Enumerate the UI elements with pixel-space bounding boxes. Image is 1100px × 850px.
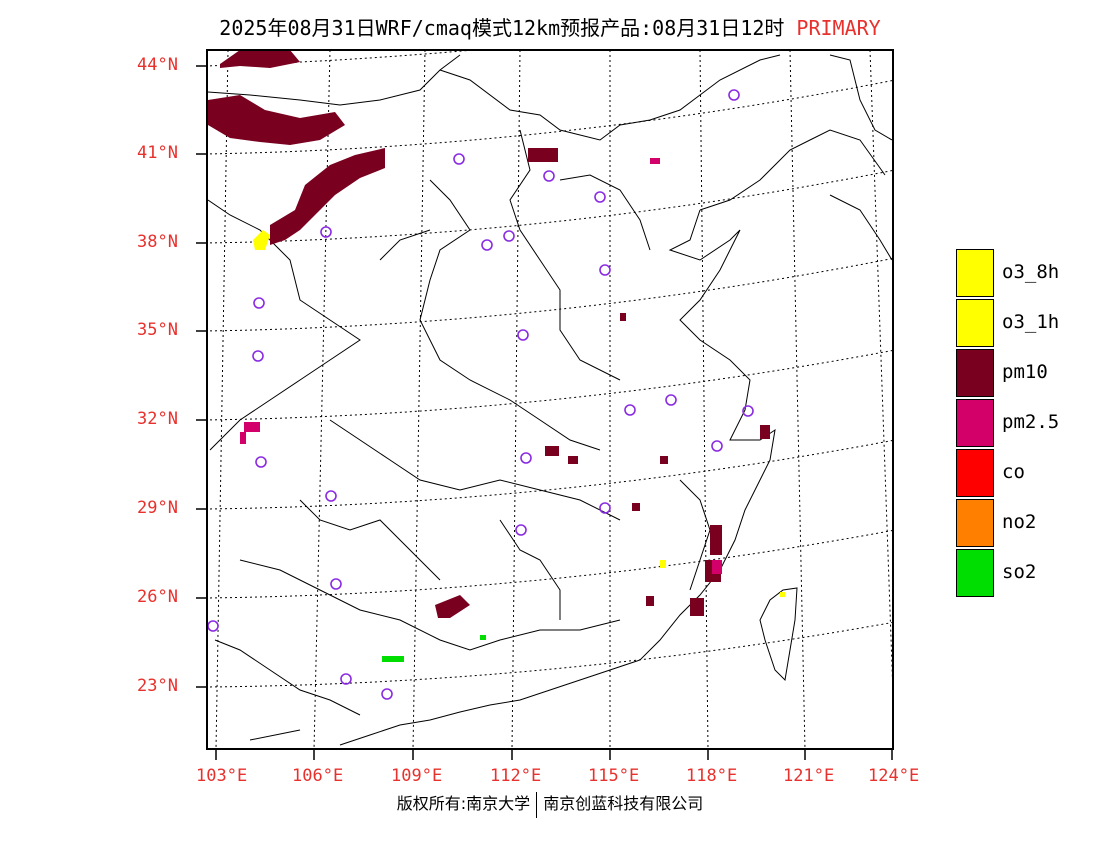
lon-label: 121°E — [783, 766, 835, 786]
legend-item-o3-8h: o3_8h — [956, 249, 1059, 299]
legend-item-no2: no2 — [956, 499, 1036, 549]
legend-item-pm10: pm10 — [956, 349, 1048, 399]
lat-label: 44°N — [137, 55, 178, 75]
map-content — [208, 51, 892, 748]
legend-label: co — [1002, 461, 1025, 483]
legend-label: pm10 — [1002, 361, 1048, 383]
axis-ticks — [196, 65, 893, 760]
legend-item-pm25: pm2.5 — [956, 399, 1059, 449]
legend-swatch — [956, 249, 994, 297]
lat-label: 23°N — [137, 676, 178, 696]
lat-label: 35°N — [137, 320, 178, 340]
legend-swatch — [956, 499, 994, 547]
lon-label: 118°E — [686, 766, 738, 786]
legend-label: so2 — [1002, 561, 1037, 583]
map-title: 2025年08月31日WRF/cmaq模式12km预报产品:08月31日12时 P… — [0, 12, 1100, 41]
map-border — [206, 49, 894, 750]
station-markers — [208, 89, 754, 700]
title-text: 2025年08月31日WRF/cmaq模式12km预报产品:08月31日12时 — [219, 16, 785, 40]
lon-label: 106°E — [292, 766, 344, 786]
legend-swatch — [956, 549, 994, 597]
lat-label: 26°N — [137, 587, 178, 607]
legend-swatch — [956, 449, 994, 497]
legend-swatch — [956, 349, 994, 397]
copyright-footer: 版权所有:南京大学 南京创蓝科技有限公司 — [0, 790, 1100, 818]
longitude-gridlines — [215, 51, 892, 748]
lon-label: 109°E — [391, 766, 443, 786]
pm10-patches — [208, 51, 770, 618]
legend-swatch — [956, 299, 994, 347]
legend-label: no2 — [1002, 511, 1037, 533]
lon-label: 115°E — [588, 766, 640, 786]
footer-separator — [536, 791, 538, 818]
legend-label: o3_8h — [1002, 261, 1060, 283]
so2-patches — [382, 635, 486, 662]
lat-label: 38°N — [137, 232, 178, 252]
latitude-gridlines — [208, 51, 892, 688]
legend-item-co: co — [956, 449, 1025, 499]
lon-label: 103°E — [196, 766, 248, 786]
copyright-left: 版权所有:南京大学 — [396, 794, 531, 813]
lat-label: 32°N — [137, 409, 178, 429]
pm25-patches — [240, 158, 722, 574]
title-tag: PRIMARY — [796, 16, 881, 40]
copyright-right: 南京创蓝科技有限公司 — [543, 794, 704, 813]
lon-label: 124°E — [868, 766, 920, 786]
legend-label: o3_1h — [1002, 311, 1060, 333]
legend-item-so2: so2 — [956, 549, 1036, 599]
legend-swatch — [956, 399, 994, 447]
boundaries — [208, 54, 892, 746]
lon-label: 112°E — [490, 766, 542, 786]
lat-label: 41°N — [137, 143, 178, 163]
legend-item-o3-1h: o3_1h — [956, 299, 1059, 349]
legend-label: pm2.5 — [1002, 411, 1060, 433]
o3-patches — [253, 230, 785, 597]
lat-label: 29°N — [137, 498, 178, 518]
